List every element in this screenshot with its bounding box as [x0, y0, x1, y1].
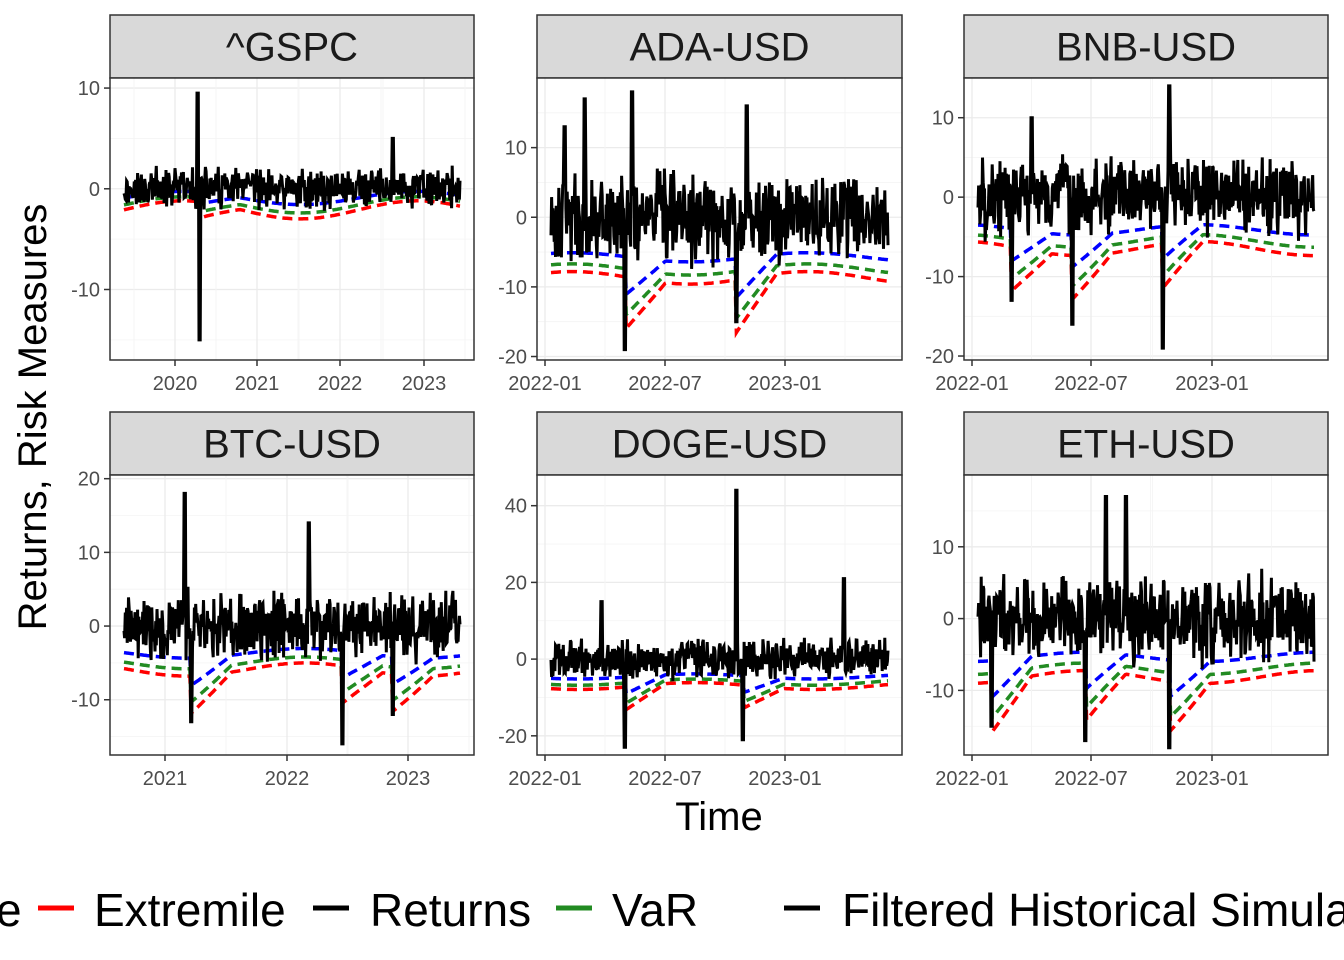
panel-1: ^GSPC 10 0 -10 2020 2021 2022 2023 [71, 14, 475, 395]
x-tick-label: 2020 [153, 373, 198, 395]
series-blue [123, 646, 461, 689]
y-tick-label: 20 [78, 469, 100, 491]
panel-title: ADA-USD [629, 26, 809, 70]
y-tick-label: -20 [498, 347, 527, 369]
series-returns [976, 495, 1316, 750]
series-extremile [123, 661, 461, 718]
x-tick-label: 2023-01 [748, 373, 821, 395]
y-tick-label: 0 [516, 649, 527, 671]
series-returns [549, 90, 890, 352]
y-tick-label: 0 [89, 616, 100, 638]
y-tick-label: -10 [71, 690, 100, 712]
strip-background [536, 14, 903, 79]
x-tick-label: 2023 [386, 768, 431, 790]
series-var [123, 655, 461, 706]
panel-title: DOGE-USD [612, 423, 828, 467]
series-var [550, 677, 889, 706]
y-tick-label: -10 [925, 680, 954, 702]
legend-label-extremile: Extremile [94, 884, 286, 936]
x-axis-title: Time [675, 795, 762, 839]
panel-border [536, 474, 903, 756]
x-tick-label: 2023 [402, 373, 447, 395]
panel-border [536, 77, 903, 361]
series-returns [549, 488, 890, 749]
legend-label-returns: Returns [370, 884, 531, 936]
panel-border [109, 77, 475, 361]
legend-label-1: e [0, 884, 22, 936]
y-tick-label: 0 [516, 207, 527, 229]
series-extremile [977, 239, 1314, 304]
x-tick-label: 2021 [143, 768, 188, 790]
panel-title: BNB-USD [1056, 26, 1236, 70]
x-tick-label: 2023-01 [748, 768, 821, 790]
y-tick-label: 0 [89, 179, 100, 201]
series-returns [122, 491, 462, 746]
panel-border [963, 474, 1329, 756]
x-tick-label: 2022-01 [935, 768, 1008, 790]
panel-background [537, 475, 902, 755]
y-tick-label: -20 [925, 346, 954, 368]
panel-6: ETH-USD 10 0 -10 2022-01 2022-07 2023-01 [925, 411, 1329, 790]
x-tick-label: 2022-07 [628, 768, 701, 790]
series-extremile [550, 680, 889, 713]
series-blue [550, 250, 889, 302]
y-tick-label: 40 [505, 496, 527, 518]
panel-title: ETH-USD [1057, 423, 1235, 467]
series-var [550, 262, 889, 324]
y-tick-label: 10 [505, 138, 527, 160]
panel-border [109, 474, 475, 756]
panel-2: ADA-USD 10 0 -10 -20 2022-01 2022-07 2023-01 [498, 14, 903, 395]
x-tick-label: 2022-01 [508, 768, 581, 790]
panel-3: BNB-USD 10 0 -10 -20 2022-01 2022-07 2023-01 [925, 14, 1329, 395]
strip-background [109, 14, 475, 79]
y-tick-label: -10 [498, 277, 527, 299]
series-var [977, 232, 1314, 291]
strip-background [963, 14, 1329, 79]
x-tick-label: 2022-01 [508, 373, 581, 395]
y-tick-label: -20 [498, 726, 527, 748]
panel-4: BTC-USD 20 10 0 -10 2021 2022 2023 [71, 411, 475, 790]
series-returns [976, 84, 1316, 350]
y-tick-label: 10 [932, 537, 954, 559]
x-tick-label: 2022-01 [935, 373, 1008, 395]
legend: e Extremile Returns VaR Filtered Histori… [0, 884, 1344, 936]
y-tick-label: 0 [943, 187, 954, 209]
x-tick-label: 2023-01 [1175, 373, 1248, 395]
strip-background [536, 411, 903, 476]
x-tick-label: 2022-07 [1054, 373, 1127, 395]
x-tick-label: 2023-01 [1175, 768, 1248, 790]
x-tick-label: 2021 [235, 373, 280, 395]
y-tick-label: 10 [932, 108, 954, 130]
x-tick-label: 2022 [318, 373, 363, 395]
series-extremile [550, 269, 889, 339]
y-tick-label: -10 [71, 280, 100, 302]
x-tick-label: 2022-07 [628, 373, 701, 395]
y-tick-label: 0 [943, 609, 954, 631]
series-blue [978, 222, 1314, 271]
legend-label-var: VaR [612, 884, 698, 936]
y-tick-label: 10 [78, 78, 100, 100]
series-returns [122, 91, 462, 342]
series-blue [551, 672, 889, 697]
y-axis-title: Returns, Risk Measures [11, 204, 55, 631]
x-tick-label: 2022 [265, 768, 310, 790]
y-tick-label: 20 [505, 572, 527, 594]
panel-title: ^GSPC [226, 26, 358, 70]
panel-title: BTC-USD [203, 423, 381, 467]
series-extremile [977, 668, 1314, 738]
legend-label-fhs: Filtered Historical Simula [842, 884, 1344, 936]
panel-border [963, 77, 1329, 361]
panel-5: DOGE-USD 40 20 0 -20 2022-01 2022-07 2023-01 [498, 411, 903, 790]
x-tick-label: 2022-07 [1054, 768, 1127, 790]
series-var [977, 661, 1314, 723]
y-tick-label: -10 [925, 267, 954, 289]
y-tick-label: 10 [78, 542, 100, 564]
